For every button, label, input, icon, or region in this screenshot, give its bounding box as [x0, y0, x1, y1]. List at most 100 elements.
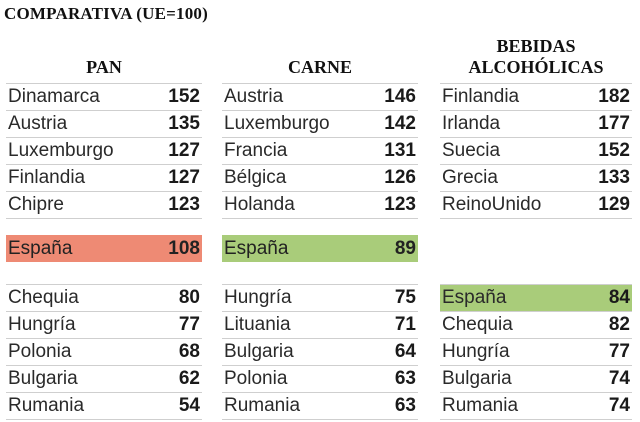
country-name: Austria [224, 86, 284, 107]
country-value: 123 [384, 194, 416, 215]
country-value: 182 [598, 86, 630, 107]
pan-header: PAN [86, 57, 122, 77]
country-name: Bélgica [224, 167, 287, 188]
country-name: Rumania [224, 395, 301, 416]
country-name: Finlandia [442, 86, 520, 107]
bebidas-top-list: Finlandia 182 Irlanda 177 Suecia 152 Grecia… [440, 83, 632, 219]
country-name: Dinamarca [8, 86, 100, 107]
page-title: COMPARATIVA (UE=100) [4, 4, 208, 23]
country-name: Hungría [8, 314, 76, 335]
country-name: Luxemburgo [8, 140, 114, 161]
country-value: 129 [598, 194, 630, 215]
country-name: Chequia [442, 314, 513, 335]
table-row: Suecia 152 [440, 138, 632, 165]
country-name: Polonia [8, 341, 72, 362]
country-name: Grecia [442, 167, 498, 188]
country-name: Irlanda [442, 113, 501, 134]
spain-highlight-row: España 108 [6, 235, 202, 262]
bebidas-header-line1: BEBIDAS [496, 36, 576, 56]
country-name: Hungría [224, 287, 292, 308]
table-row: Lituania 71 [222, 312, 418, 339]
bebidas-bottom-list: España 84 Chequia 82 Hungría 77 Bulgaria 74 … [440, 284, 632, 420]
spain-highlight-row: España 84 [440, 285, 632, 312]
table-row: Rumania 63 [222, 393, 418, 420]
carne-top-list: Austria 146 Luxemburgo 142 Francia 131 Bélg… [222, 83, 418, 219]
country-value: 152 [598, 140, 630, 161]
table-row: Polonia 68 [6, 339, 202, 366]
spain-highlight-row: España 89 [222, 235, 418, 262]
country-name: Bulgaria [224, 341, 294, 362]
table-row: Holanda 123 [222, 192, 418, 219]
country-value: 123 [168, 194, 200, 215]
country-name: Lituania [224, 314, 291, 335]
country-value: 74 [608, 368, 630, 389]
country-value: 68 [178, 341, 200, 362]
table-row: ReinoUnido 129 [440, 192, 632, 219]
country-name: Chequia [8, 287, 79, 308]
pan-top-list: Dinamarca 152 Austria 135 Luxemburgo 127 Fi… [6, 83, 202, 219]
country-name: Finlandia [8, 167, 86, 188]
country-value: 108 [168, 237, 200, 259]
country-value: 146 [384, 86, 416, 107]
bebidas-header: BEBIDAS ALCOHÓLICAS [440, 30, 632, 78]
country-value: 127 [168, 140, 200, 161]
table-row: Bulgaria 64 [222, 339, 418, 366]
table-row: Austria 146 [222, 84, 418, 111]
country-value: 127 [168, 167, 200, 188]
country-value: 54 [178, 395, 200, 416]
country-name: Chipre [8, 194, 64, 215]
country-value: 82 [608, 314, 630, 335]
country-name: Hungría [442, 341, 510, 362]
table-row: Francia 131 [222, 138, 418, 165]
country-value: 142 [384, 113, 416, 134]
table-row: Chequia 82 [440, 312, 632, 339]
country-name: España [442, 287, 507, 308]
country-value: 77 [178, 314, 200, 335]
country-value: 177 [598, 113, 630, 134]
table-row: Bulgaria 74 [440, 366, 632, 393]
country-name: ReinoUnido [442, 194, 542, 215]
table-row: Chequia 80 [6, 285, 202, 312]
table-row: Finlandia 127 [6, 165, 202, 192]
country-name: Holanda [224, 194, 295, 215]
table-row: Austria 135 [6, 111, 202, 138]
country-value: 135 [168, 113, 200, 134]
country-value: 71 [394, 314, 416, 335]
country-value: 84 [608, 287, 630, 308]
country-name: Luxemburgo [224, 113, 330, 134]
country-value: 131 [384, 140, 416, 161]
table-row: Luxemburgo 127 [6, 138, 202, 165]
table-row: Dinamarca 152 [6, 84, 202, 111]
country-name: Bulgaria [442, 368, 512, 389]
country-name: Austria [8, 113, 68, 134]
country-name: Rumania [8, 395, 85, 416]
table-row: Hungría 77 [6, 312, 202, 339]
table-row: Chipre 123 [6, 192, 202, 219]
country-name: Polonia [224, 368, 288, 389]
country-name: Rumania [442, 395, 519, 416]
table-row: Bélgica 126 [222, 165, 418, 192]
country-value: 77 [608, 341, 630, 362]
table-row: Bulgaria 62 [6, 366, 202, 393]
bebidas-header-line2: ALCOHÓLICAS [468, 57, 604, 77]
table-row: Hungría 77 [440, 339, 632, 366]
table-row: Irlanda 177 [440, 111, 632, 138]
table-row: Grecia 133 [440, 165, 632, 192]
pan-bottom-list: Chequia 80 Hungría 77 Polonia 68 Bulgaria 62… [6, 284, 202, 420]
country-value: 63 [394, 368, 416, 389]
table-row: Rumania 74 [440, 393, 632, 420]
country-name: Francia [224, 140, 288, 161]
country-name: Bulgaria [8, 368, 78, 389]
country-name: Suecia [442, 140, 501, 161]
country-value: 63 [394, 395, 416, 416]
country-value: 152 [168, 86, 200, 107]
country-value: 64 [394, 341, 416, 362]
country-value: 126 [384, 167, 416, 188]
table-row: Luxemburgo 142 [222, 111, 418, 138]
table-row: Rumania 54 [6, 393, 202, 420]
country-value: 89 [394, 237, 416, 259]
carne-bottom-list: Hungría 75 Lituania 71 Bulgaria 64 Polonia 6… [222, 284, 418, 420]
country-name: España [224, 237, 289, 259]
table-row: Hungría 75 [222, 285, 418, 312]
country-name: España [8, 237, 73, 259]
